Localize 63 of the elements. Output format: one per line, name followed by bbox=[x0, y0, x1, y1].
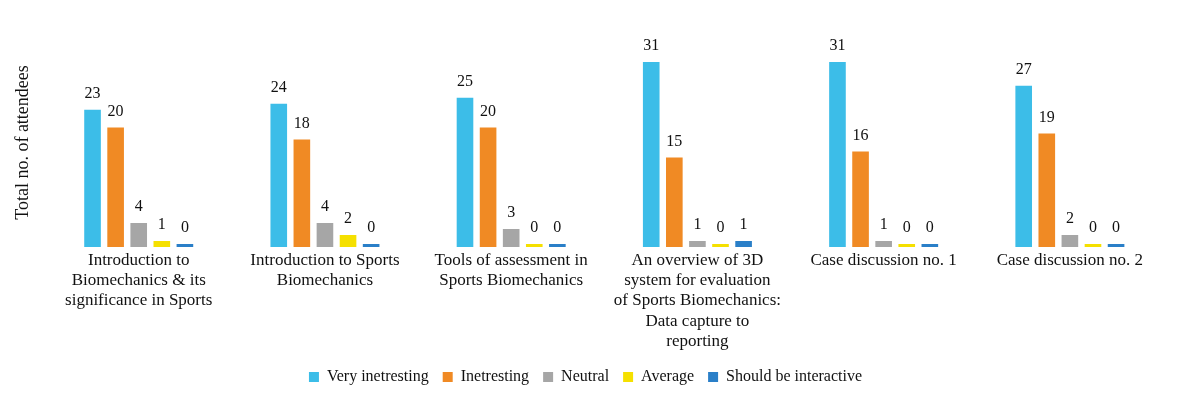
x-tick-label: An overview of 3D system for evaluation of Sports Biomechanics: Data capture to reporting bbox=[613, 249, 781, 351]
data-label: 31 bbox=[643, 36, 660, 54]
data-label: 31 bbox=[829, 36, 846, 54]
bar bbox=[293, 139, 311, 247]
data-label: 1 bbox=[157, 215, 166, 233]
data-label: 20 bbox=[480, 101, 497, 119]
legend-label: Inetresting bbox=[460, 367, 530, 386]
bar bbox=[1015, 85, 1033, 247]
data-label: 1 bbox=[739, 215, 748, 233]
bar bbox=[642, 61, 660, 247]
data-label: 4 bbox=[134, 197, 143, 215]
bar bbox=[502, 229, 520, 247]
data-label: 20 bbox=[107, 101, 124, 119]
bar bbox=[270, 103, 288, 247]
x-tick-label: Case discussion no. 1 bbox=[810, 249, 957, 269]
bar bbox=[875, 241, 892, 247]
data-label: 1 bbox=[879, 215, 888, 233]
bar bbox=[107, 127, 124, 247]
bar bbox=[130, 223, 148, 247]
data-label: 0 bbox=[902, 218, 911, 236]
data-label: 16 bbox=[852, 125, 869, 143]
bar bbox=[479, 127, 497, 247]
y-axis-title: Total no. of attendees bbox=[11, 65, 32, 220]
data-label: 27 bbox=[1015, 59, 1032, 77]
data-label: 24 bbox=[270, 77, 287, 95]
data-label: 25 bbox=[457, 71, 473, 89]
bar bbox=[84, 109, 101, 247]
legend-label: Neutral bbox=[561, 367, 610, 385]
bar bbox=[829, 61, 846, 247]
bar bbox=[852, 151, 869, 247]
x-tick-label: Introduction to Sports Biomechanics bbox=[250, 249, 400, 290]
x-tick-label: Introduction to Biomechanics & its significance in Sports bbox=[65, 249, 213, 310]
data-label: 0 bbox=[925, 218, 934, 236]
bar bbox=[735, 241, 752, 247]
bar bbox=[339, 235, 357, 247]
data-label: 0 bbox=[716, 218, 725, 236]
bar bbox=[689, 241, 706, 247]
x-tick-label: Tools of assessment in Sports Biomechanics bbox=[434, 249, 589, 290]
x-tick-label: Case discussion no. 2 bbox=[996, 249, 1144, 269]
data-label: 18 bbox=[293, 113, 310, 131]
bar bbox=[1061, 235, 1079, 247]
data-label: 2 bbox=[1065, 209, 1074, 227]
data-label: 0 bbox=[553, 218, 562, 236]
data-label: 4 bbox=[320, 197, 329, 215]
data-label: 2 bbox=[344, 209, 353, 227]
bar bbox=[316, 223, 334, 247]
data-label: 0 bbox=[530, 218, 539, 236]
data-label: 3 bbox=[507, 203, 516, 221]
data-label: 0 bbox=[367, 218, 376, 236]
legend-label: Should be interactive bbox=[726, 367, 863, 385]
bar bbox=[666, 157, 683, 247]
data-label: 0 bbox=[1112, 218, 1121, 236]
bar bbox=[153, 241, 171, 247]
bar bbox=[456, 97, 474, 247]
data-label: 0 bbox=[1088, 218, 1097, 236]
data-label: 1 bbox=[693, 215, 702, 233]
data-label: 23 bbox=[84, 83, 101, 101]
bar bbox=[1038, 133, 1056, 247]
legend-label: Very inetresting bbox=[326, 367, 429, 386]
data-label: 0 bbox=[180, 218, 189, 236]
legend-label: Average bbox=[641, 367, 695, 386]
data-label: 19 bbox=[1038, 107, 1055, 125]
data-label: 15 bbox=[666, 131, 683, 149]
